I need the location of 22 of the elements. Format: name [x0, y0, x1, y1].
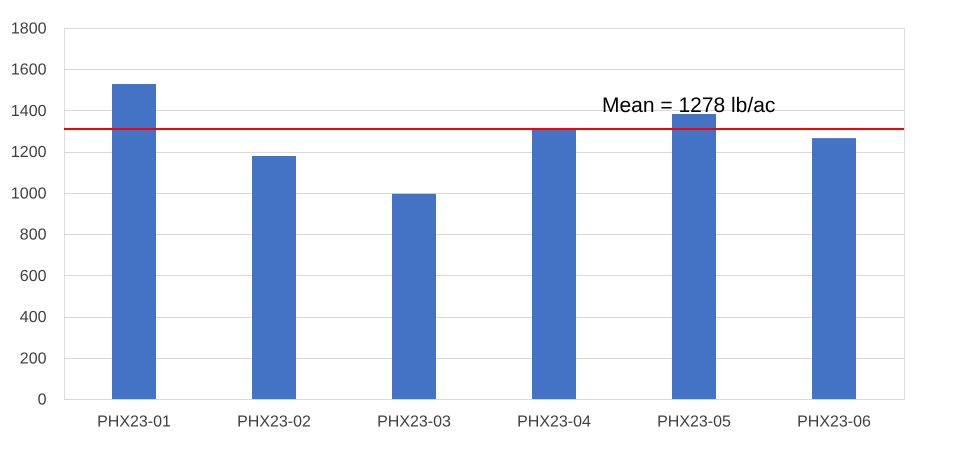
bar: [252, 156, 296, 399]
y-tick-label: 600: [20, 268, 47, 285]
y-tick-label: 0: [38, 392, 47, 408]
y-tick-label: 1200: [10, 144, 47, 162]
y-tick-label: 1800: [10, 20, 47, 38]
x-tick-label: PHX23-04: [517, 414, 592, 430]
x-tick-label: PHX23-02: [237, 414, 312, 430]
y-tick-label: 1600: [10, 62, 47, 79]
bar: [812, 138, 856, 399]
y-tick-label: 200: [20, 350, 47, 368]
annotation: Mean = 1278 lb/ac: [602, 94, 776, 117]
bar: [672, 114, 716, 399]
y-tick-label: 800: [20, 226, 47, 244]
y-tick-label: 1000: [10, 185, 47, 202]
y-tick-label: 1400: [10, 102, 47, 120]
x-tick-label: PHX23-03: [377, 414, 452, 430]
y-tick-label: 400: [20, 309, 47, 326]
bar: [112, 84, 156, 399]
x-tick-label: PHX23-05: [657, 414, 732, 430]
x-tick-label: PHX23-01: [97, 414, 172, 430]
bar: [392, 194, 436, 399]
x-tick-label: PHX23-06: [797, 414, 872, 430]
